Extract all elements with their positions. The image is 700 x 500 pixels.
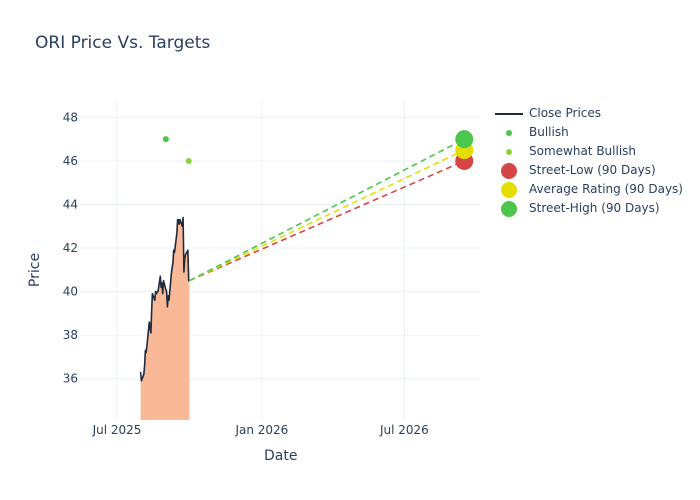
analyst-rating-dot (162, 136, 169, 143)
legend-symbol-icon (506, 149, 512, 155)
price-target-dot (455, 130, 474, 149)
close-price-line (139, 216, 190, 382)
legend-symbol-icon (501, 182, 517, 198)
close-price-area (140, 217, 190, 420)
legend-label: Close Prices (529, 106, 602, 120)
legend-symbol-icon (495, 113, 523, 115)
y-tick-label: 46 (63, 154, 78, 168)
legend-label: Street-Low (90 Days) (529, 163, 656, 177)
target-lines (189, 138, 465, 282)
x-tick-label: Jul 2026 (379, 423, 429, 437)
legend-dot-icon (506, 149, 512, 155)
y-axis-title: Price (27, 252, 43, 288)
legend-label: Average Rating (90 Days) (529, 182, 683, 196)
y-tick-label: 42 (63, 241, 78, 255)
legend-label: Somewhat Bullish (529, 144, 637, 158)
target-line (189, 138, 465, 282)
gridlines (80, 100, 480, 420)
x-axis-ticks: Jul 2025 Jan 2026 Jul 2026 (92, 423, 429, 437)
legend-symbol-icon (506, 130, 512, 136)
legend-symbol-icon (501, 201, 517, 217)
target-line (189, 160, 465, 282)
close-price-line-group (139, 216, 190, 382)
legend-dot-icon (501, 163, 517, 179)
x-tick-label: Jul 2025 (92, 423, 142, 437)
target-line (189, 149, 465, 282)
markers (162, 130, 474, 170)
legend-dot-icon (501, 201, 517, 217)
y-tick-label: 38 (63, 328, 78, 342)
x-tick-label: Jan 2026 (234, 423, 288, 437)
legend-symbol-icon (501, 163, 517, 179)
x-axis-title: Date (264, 448, 298, 464)
y-tick-label: 44 (63, 197, 78, 211)
legend-label: Bullish (529, 125, 569, 139)
y-tick-label: 40 (63, 285, 78, 299)
legend-dot-icon (506, 130, 512, 136)
legend-label: Street-High (90 Days) (529, 201, 660, 215)
analyst-rating-dot (185, 157, 192, 164)
y-tick-label: 48 (63, 110, 78, 124)
legend-dot-icon (501, 182, 517, 198)
y-axis-ticks: 36 38 40 42 44 46 48 (63, 110, 78, 385)
close-price-fill (140, 217, 190, 420)
chart-title: ORI Price Vs. Targets (35, 33, 211, 53)
y-tick-label: 36 (63, 372, 78, 386)
